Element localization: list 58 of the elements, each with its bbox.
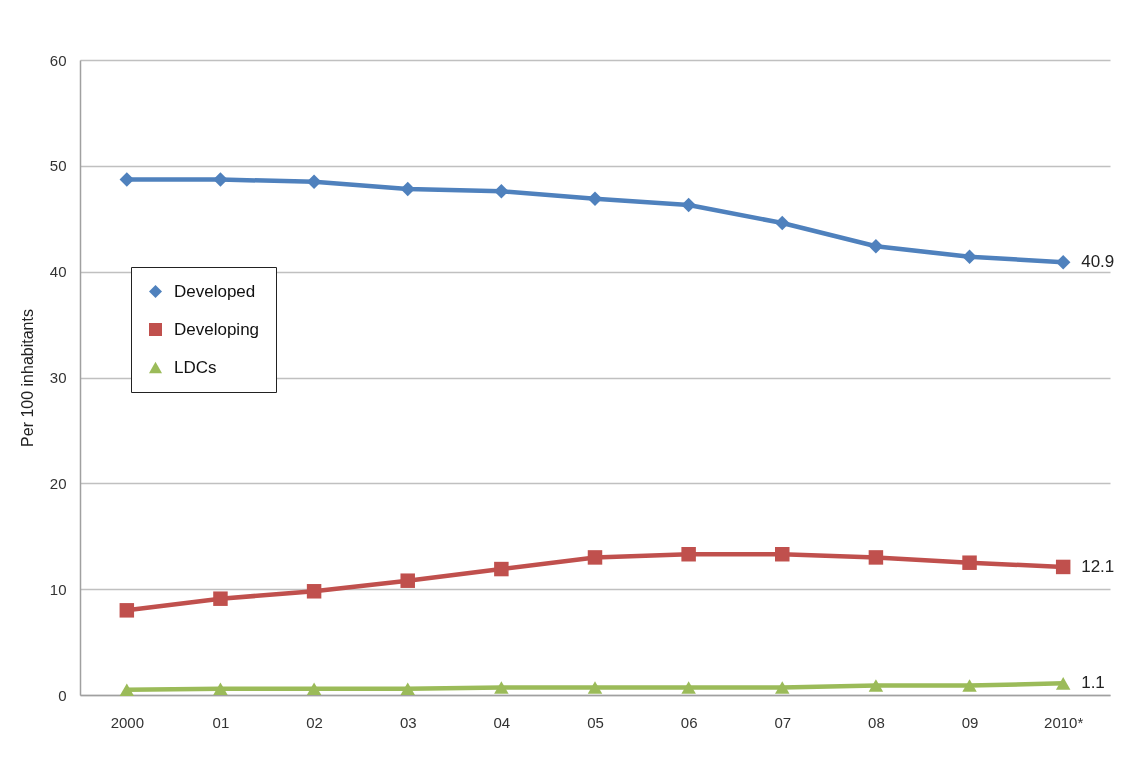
y-tick-label: 40	[49, 263, 67, 281]
point	[587, 550, 603, 565]
x-tick-label: 07	[774, 713, 792, 731]
point	[494, 183, 509, 199]
legend-label: Developed	[174, 281, 256, 301]
point	[494, 681, 509, 694]
y-tick-label: 30	[49, 369, 67, 386]
x-tick-label: 05	[587, 713, 604, 731]
point	[587, 191, 603, 206]
y-axis-title: Per 100 inhabitants	[18, 309, 36, 447]
data-label: 1.1	[1081, 673, 1105, 693]
point	[494, 561, 509, 577]
y-tick-label: 10	[49, 580, 67, 598]
point	[962, 249, 977, 265]
point	[775, 681, 790, 694]
point	[306, 584, 322, 599]
data-label: 12.1	[1081, 556, 1115, 576]
x-tick-label: 08	[868, 713, 885, 731]
y-tick-label: 60	[49, 51, 67, 69]
y-tick-label: 50	[49, 157, 67, 175]
point	[119, 683, 135, 696]
y-tick-label: 20	[49, 474, 67, 492]
y-tick-label: 0	[58, 686, 67, 704]
x-tick-label: 2000	[110, 713, 145, 731]
point	[962, 679, 977, 692]
point	[1055, 559, 1071, 575]
point	[400, 682, 415, 695]
point	[868, 239, 884, 254]
point	[868, 550, 884, 565]
data-label: 40.9	[1081, 252, 1115, 272]
x-tick-label: 03	[399, 713, 417, 731]
point	[1055, 677, 1071, 690]
point	[306, 174, 322, 189]
x-tick-label: 01	[212, 713, 230, 731]
x-tick-label: 02	[306, 713, 323, 731]
point	[119, 603, 135, 618]
point	[1055, 254, 1071, 270]
point	[400, 573, 415, 588]
x-tick-label: 06	[680, 713, 698, 731]
point	[775, 215, 790, 231]
point	[962, 555, 977, 570]
x-tick-label: 2010*	[1044, 713, 1084, 731]
point	[681, 197, 696, 213]
point	[868, 679, 884, 692]
point	[775, 547, 790, 562]
legend-label: Developing	[174, 319, 260, 339]
point	[213, 682, 228, 695]
point	[306, 682, 322, 695]
legend-label: LDCs	[174, 357, 217, 377]
x-tick-label: 09	[961, 713, 979, 731]
point	[400, 181, 415, 197]
point	[213, 591, 228, 606]
point	[681, 681, 696, 694]
point	[119, 172, 135, 187]
point	[587, 681, 603, 694]
point	[213, 172, 228, 187]
x-tick-label: 04	[493, 713, 511, 731]
point	[681, 547, 696, 562]
